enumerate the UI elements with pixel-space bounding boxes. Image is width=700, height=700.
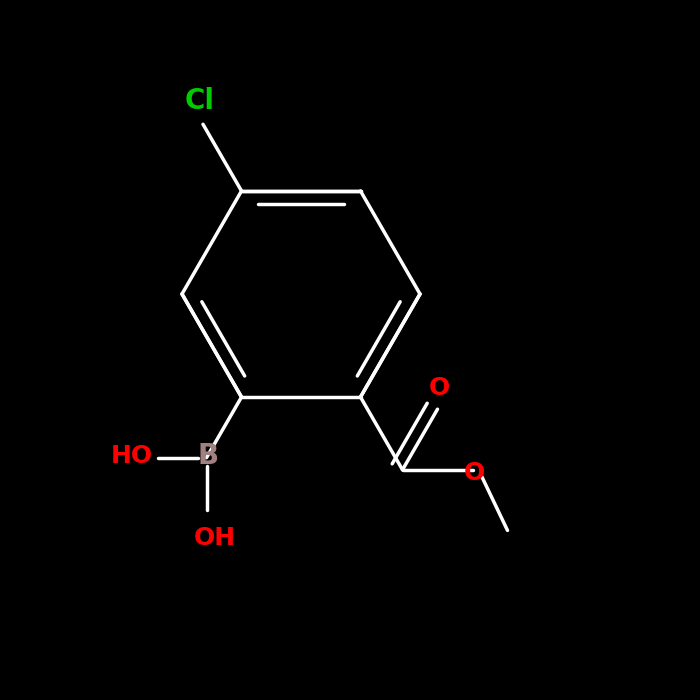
Text: O: O	[429, 376, 450, 400]
Text: B: B	[197, 442, 218, 470]
Text: OH: OH	[194, 526, 236, 550]
Text: HO: HO	[111, 444, 153, 468]
Text: O: O	[463, 461, 484, 484]
Text: Cl: Cl	[185, 88, 214, 116]
